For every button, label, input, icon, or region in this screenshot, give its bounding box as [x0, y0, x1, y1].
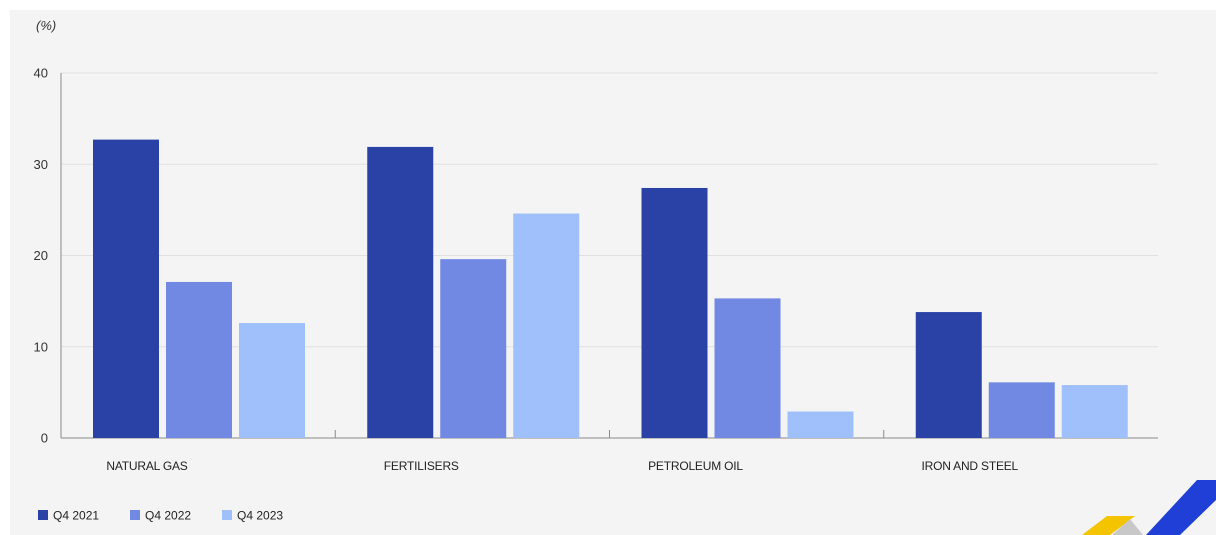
bar	[641, 187, 708, 438]
unit-label: (%)	[36, 18, 56, 33]
legend-label: Q4 2021	[53, 509, 99, 523]
bar	[915, 312, 982, 438]
y-tick-label: 0	[41, 431, 48, 446]
bar	[239, 323, 305, 438]
y-tick-label: 40	[34, 66, 48, 81]
x-category-label: FERTILISERS	[384, 459, 459, 473]
legend-label: Q4 2022	[145, 509, 191, 523]
logo-blue-shape	[1146, 480, 1216, 535]
logo-yellow-shape	[1082, 516, 1135, 535]
x-category-label: PETROLEUM OIL	[648, 459, 743, 473]
legend-swatch	[222, 510, 232, 520]
bar	[440, 259, 507, 438]
legend-label: Q4 2023	[237, 509, 283, 523]
bar	[513, 213, 580, 438]
bar	[1061, 385, 1128, 438]
bar-chart: (%) 0 10 20 30 40 NATURAL GAS FERTILISERS PETRO…	[34, 18, 1216, 535]
bar	[714, 298, 781, 438]
chart: (%) 0 10 20 30 40 NATURAL GAS FERTILISERS PETRO…	[10, 10, 1216, 535]
bars	[93, 139, 1128, 439]
y-tick-label: 30	[34, 157, 48, 172]
x-category-label: NATURAL GAS	[106, 459, 187, 473]
y-tick-label: 10	[34, 339, 48, 354]
bar	[166, 281, 232, 438]
bar	[787, 411, 854, 438]
labels: 0 10 20 30 40 NATURAL GAS FERTILISERS PETROLEUM…	[34, 66, 1019, 474]
x-category-label: IRON AND STEEL	[921, 459, 1018, 473]
legend-swatch	[130, 510, 140, 520]
legend-swatch	[38, 510, 48, 520]
bar	[988, 382, 1055, 438]
legend: Q4 2021 Q4 2022 Q4 2023	[38, 509, 283, 523]
logo-grey-shape	[1112, 519, 1143, 535]
y-tick-label: 20	[34, 248, 48, 263]
logo-mark	[1082, 480, 1216, 535]
bar	[93, 139, 159, 439]
bar	[367, 146, 434, 438]
